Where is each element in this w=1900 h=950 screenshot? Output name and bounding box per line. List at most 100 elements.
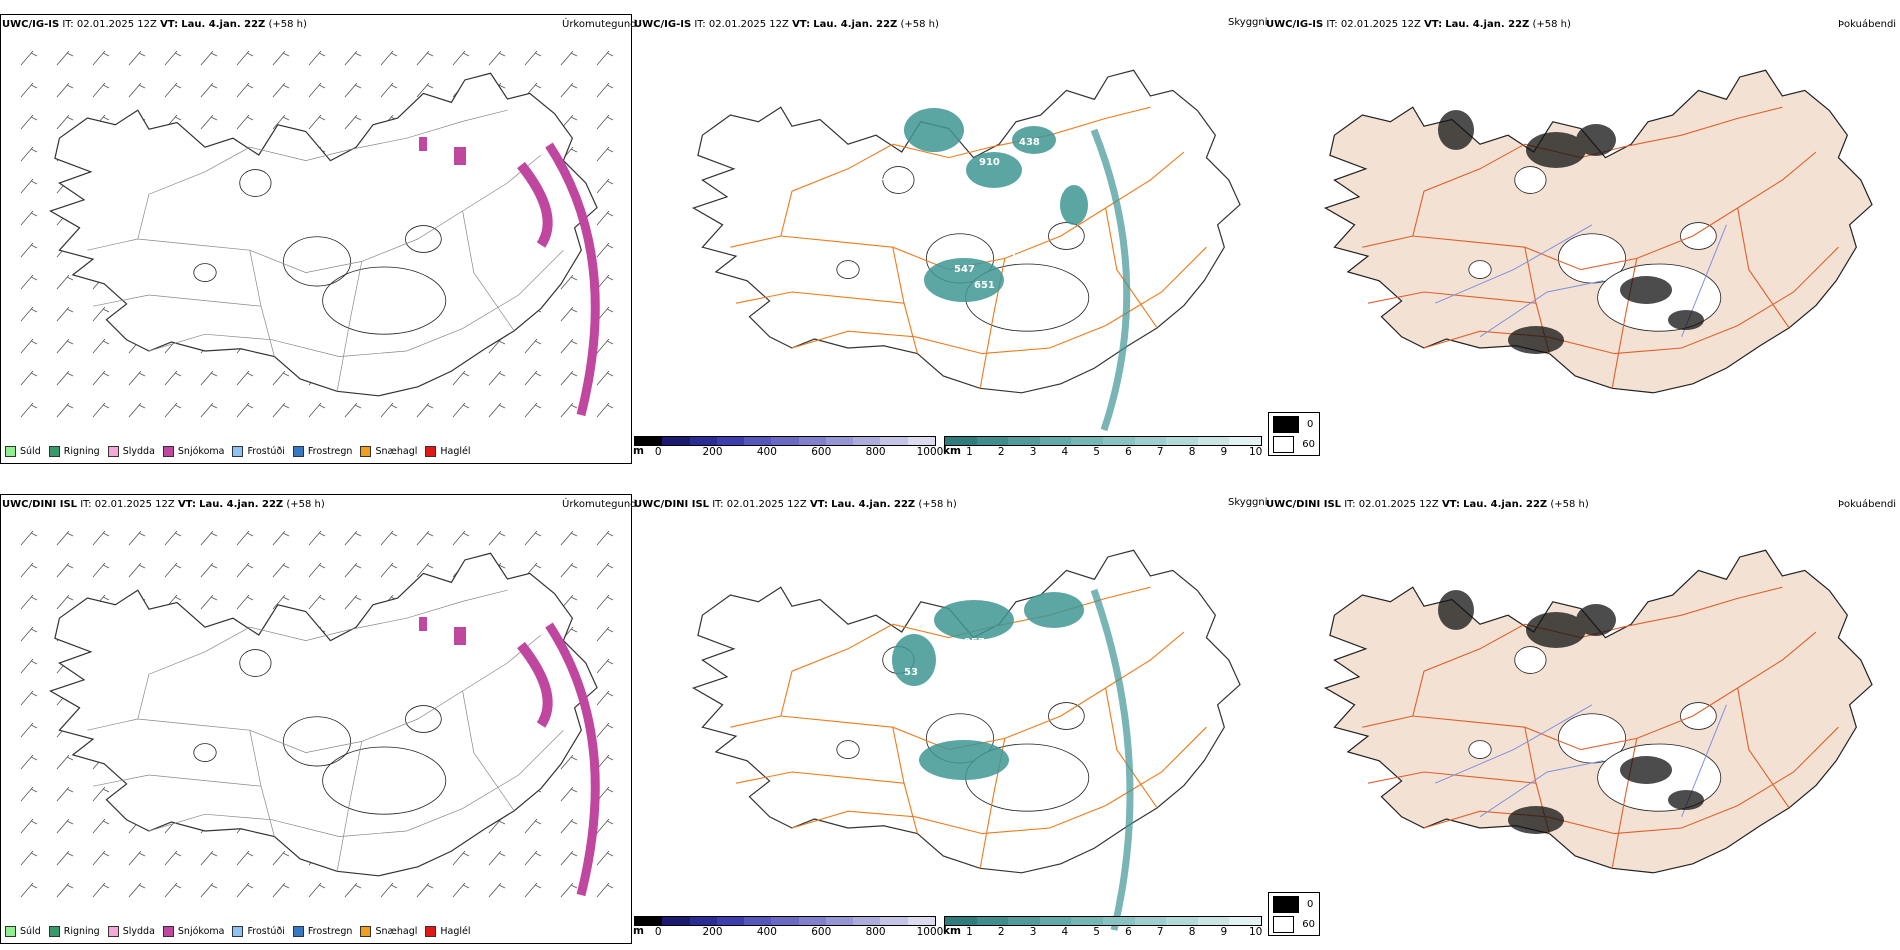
colorbar-cell: [907, 917, 935, 925]
colorbar-cell: [689, 437, 717, 445]
panel-title-fog-bottom: Þokuábendi: [1838, 499, 1897, 510]
colorbar-tick: 3: [1029, 926, 1037, 938]
wind-barb: [272, 402, 290, 418]
fog-area: [1438, 590, 1474, 630]
wind-barb: [560, 274, 578, 290]
colorbar-cell: [635, 917, 663, 925]
wind-barb: [20, 114, 38, 130]
snow-patch: [419, 137, 427, 151]
wind-barb: [488, 882, 506, 898]
legend-item: Slydda: [107, 446, 155, 457]
colorbar-cell: [744, 437, 772, 445]
wind-barb: [20, 690, 38, 706]
panel-title-fog-top: Þokuábendi: [1838, 19, 1897, 30]
colorbar-tick: 400: [756, 926, 777, 938]
cloud-base-label: 503: [1029, 172, 1050, 183]
colorbar-cell: [1229, 917, 1261, 925]
wind-barb: [20, 626, 38, 642]
legend-swatch: [48, 446, 60, 457]
wind-barb: [200, 370, 218, 386]
cloud-base-label: 53: [904, 667, 918, 678]
wind-barb: [200, 402, 218, 418]
visibility-band: [1090, 128, 1131, 432]
wind-barb: [20, 242, 38, 258]
iceland-coastline: [48, 72, 598, 397]
wind-barb: [20, 50, 38, 66]
wind-barb: [488, 402, 506, 418]
legend-swatch: [48, 926, 60, 937]
panel-title-cloud-bottom: Skyggni: [1228, 497, 1268, 508]
wind-barb: [452, 50, 470, 66]
legend-item: Súld: [5, 926, 41, 937]
glacier-outline: [1048, 222, 1085, 250]
snow-band: [517, 641, 553, 728]
wind-barb: [272, 370, 290, 386]
legend-swatch: [232, 926, 244, 937]
glacier-outline: [322, 266, 447, 335]
legend-item: Slydda: [107, 926, 155, 937]
wind-barb: [560, 306, 578, 322]
colorbar-cell: [1039, 917, 1072, 925]
wind-barb: [596, 530, 614, 546]
wind-barb: [596, 178, 614, 194]
wind-barb: [488, 338, 506, 354]
cloud-map-top: 151 726 755 910 438 503 547 651 242: [691, 69, 1241, 432]
wind-barb: [20, 594, 38, 610]
colorbar-unit: m: [633, 445, 644, 457]
wind-barb: [164, 402, 182, 418]
wind-barb: [524, 370, 542, 386]
visibility-colorbar-top: 1 2 3 4 5 6 7 8 9 10 km: [943, 436, 1262, 458]
colorbar-tick: 800: [865, 926, 886, 938]
glacier-outline: [882, 166, 915, 194]
wind-barb: [164, 562, 182, 578]
fog-area: [1668, 310, 1704, 330]
iceland-map: [1323, 69, 1873, 394]
colorbar-unit: km: [943, 445, 961, 457]
colorbar-cell: [771, 437, 799, 445]
cloud-base-label: 438: [1019, 137, 1040, 148]
cloudbase-colorbar-bottom: 0 200 400 600 800 1000 m: [633, 916, 943, 938]
iceland-coastline: [691, 549, 1241, 874]
cloud-map-bottom: 276 53 303 957 72: [691, 549, 1241, 931]
fog-area: [1508, 326, 1564, 354]
colorbar-tick: 5: [1093, 446, 1100, 458]
wind-barb: [56, 786, 74, 802]
colorbar-cells: [944, 916, 1262, 926]
colorbar-cell: [798, 437, 826, 445]
fog-areas: [1438, 110, 1704, 354]
iceland-coastline: [1323, 549, 1873, 874]
wind-barb: [416, 402, 434, 418]
cloud-base-label: 303: [934, 697, 955, 708]
wind-barb: [452, 882, 470, 898]
cloud-base-label: 72: [1019, 630, 1033, 641]
legend-label: Slydda: [122, 926, 155, 937]
colorbar-tick: 0: [654, 926, 662, 938]
wind-barb: [344, 594, 362, 610]
wind-barb: [236, 370, 254, 386]
wind-barb: [272, 850, 290, 866]
colorbar-tick: 800: [865, 446, 886, 458]
wind-barb: [308, 594, 326, 610]
wind-barb: [596, 690, 614, 706]
glacier-outline: [1514, 646, 1547, 674]
low-visibility-area: [919, 740, 1009, 780]
wind-barb: [92, 562, 110, 578]
colorbar-cell: [1166, 917, 1198, 925]
panel-title-precip-bottom: Úrkomutegund: [562, 499, 637, 510]
wind-barb: [164, 50, 182, 66]
legend-label: Rigning: [63, 926, 100, 937]
wind-barb: [20, 402, 38, 418]
precip-legend-top: Súld Rigning Slydda Snjókoma Frostúði Frostre…: [5, 446, 471, 457]
colorbar-tick: 1000: [916, 446, 944, 458]
wind-barb: [128, 562, 146, 578]
wind-barb: [452, 530, 470, 546]
header-bottom-mid: UWC/DINI ISL IT: 02.01.2025 12Z VT: Lau.…: [634, 499, 957, 510]
colorbar-tick: 6: [1125, 926, 1132, 938]
wind-barb: [560, 850, 578, 866]
legend-item: Rigning: [48, 926, 100, 937]
wind-barb: [524, 50, 542, 66]
colorbar-cell: [1166, 437, 1198, 445]
snow-patch: [454, 627, 466, 645]
legend-swatch: [232, 446, 244, 457]
precip-map-bottom: [20, 530, 614, 898]
